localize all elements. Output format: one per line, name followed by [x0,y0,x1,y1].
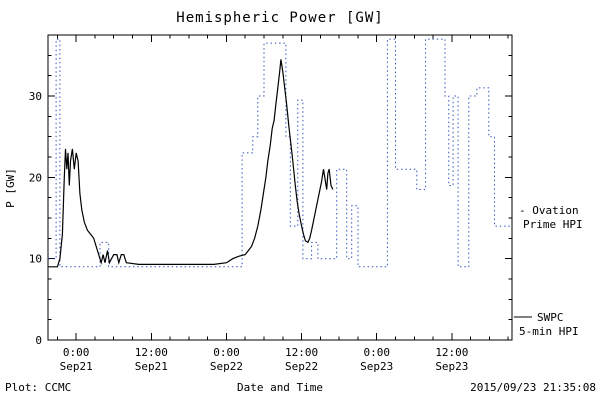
x-tick-time-label: 12:00 [285,346,318,359]
y-tick-label: 0 [35,334,42,347]
x-tick-date-label: Sep22 [285,360,318,373]
footer-plot-source: Plot: CCMC [5,381,71,394]
x-tick-time-label: 0:00 [213,346,240,359]
series-ovation [48,38,512,268]
chart-title: Hemispheric Power [GW] [176,10,383,26]
x-tick-date-label: Sep23 [435,360,468,373]
y-tick-label: 30 [29,90,42,103]
x-tick-date-label: Sep21 [60,360,93,373]
x-tick-time-label: 12:00 [435,346,468,359]
plot-dynamic-layer: 0:00Sep2112:00Sep210:00Sep2212:00Sep220:… [29,35,512,373]
x-tick-time-label: 0:00 [63,346,90,359]
x-tick-time-label: 12:00 [135,346,168,359]
series-swpc [48,59,334,268]
x-tick-date-label: Sep23 [360,360,393,373]
y-tick-label: 10 [29,253,42,266]
legend-ovation-line2: Prime HPI [523,218,583,231]
legend-ovation-line1: - Ovation [519,204,579,217]
y-axis-label: P [GW] [4,168,17,208]
y-tick-label: 20 [29,171,42,184]
x-axis-label: Date and Time [237,381,323,394]
x-tick-date-label: Sep21 [135,360,168,373]
x-tick-time-label: 0:00 [363,346,390,359]
plot-border [47,34,513,341]
legend-swpc-line1: SWPC [537,311,564,324]
x-tick-date-label: Sep22 [210,360,243,373]
footer-timestamp: 2015/09/23 21:35:08 [470,381,596,394]
legend-swpc-line2: 5-min HPI [519,325,579,338]
